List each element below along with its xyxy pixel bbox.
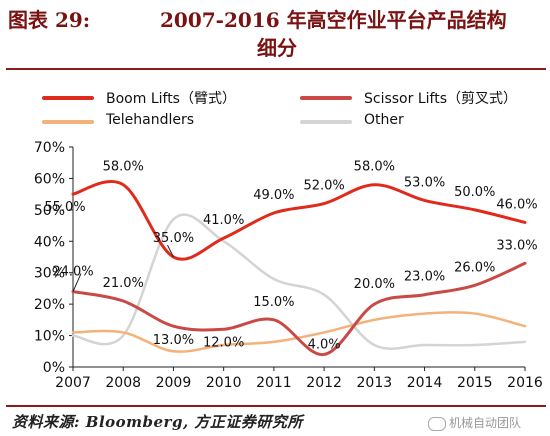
legend-swatch-other	[300, 120, 352, 124]
x-tick-label: 2014	[407, 375, 443, 391]
source-note: 资料来源: Bloomberg, 方正证券研究所	[12, 413, 303, 431]
y-tick-label: 40%	[34, 234, 65, 250]
data-label-scissor-lifts: 21.0%	[103, 276, 144, 291]
chart-title: 2007-2016 年高空作业平台产品结构	[160, 8, 507, 32]
legend-item-boom-lifts: Boom Lifts（臂式）	[42, 87, 282, 109]
top-divider	[6, 68, 546, 70]
y-tick-label: 60%	[34, 171, 65, 187]
y-tick-label: 0%	[43, 360, 65, 376]
leader-line-2007	[72, 273, 82, 292]
data-label-scissor-lifts: 15.0%	[253, 295, 294, 310]
legend-item-other: Other	[300, 111, 500, 133]
watermark: 机械自动团队	[428, 414, 521, 431]
data-label-boom-lifts: 50.0%	[454, 185, 495, 200]
series-line-boom	[71, 180, 527, 261]
data-label-boom-lifts: 53.0%	[404, 175, 445, 190]
x-tick-label: 2013	[357, 375, 393, 391]
x-tick-label: 2007	[55, 375, 91, 391]
y-tick-label: 10%	[34, 329, 65, 345]
data-label-scissor-lifts: 26.0%	[454, 260, 495, 275]
bottom-divider	[6, 405, 546, 407]
legend-label-telehandlers: Telehandlers	[106, 112, 195, 128]
x-tick-label: 2016	[507, 375, 543, 391]
leader-line-2009	[166, 244, 174, 258]
data-label-boom-lifts: 58.0%	[103, 160, 144, 175]
chart-title-continued: 细分	[257, 36, 297, 60]
legend-label-other: Other	[364, 112, 404, 128]
y-tick-label: 50%	[34, 203, 65, 219]
data-label-scissor-lifts: 24.0%	[52, 265, 93, 280]
legend-item-telehandlers: Telehandlers	[42, 111, 282, 133]
data-label-boom-lifts: 55.0%	[44, 200, 85, 215]
legend-swatch-telehandlers	[42, 120, 94, 124]
data-label-boom-lifts: 52.0%	[303, 179, 344, 194]
data-label-scissor-lifts: 20.0%	[354, 277, 395, 292]
legend-item-scissor-lifts: Scissor Lifts（剪叉式）	[300, 87, 545, 109]
x-tick-label: 2012	[306, 375, 342, 391]
figure-label: 图表 29:	[8, 8, 91, 32]
y-tick-label: 30%	[34, 266, 65, 282]
legend-swatch-boom-lifts	[42, 96, 94, 100]
y-tick-label: 20%	[34, 297, 65, 313]
data-label-scissor-lifts: 4.0%	[308, 337, 341, 352]
data-label-boom-lifts: 41.0%	[203, 213, 244, 228]
data-label-scissor-lifts: 33.0%	[496, 238, 537, 253]
watermark-text: 机械自动团队	[449, 416, 522, 430]
series-line-scissor	[71, 261, 527, 356]
x-tick-label: 2015	[457, 375, 493, 391]
data-label-scissor-lifts: 23.0%	[404, 270, 445, 285]
x-tick-label: 2010	[206, 375, 242, 391]
x-tick-label: 2008	[105, 375, 141, 391]
y-tick-label: 70%	[34, 140, 65, 156]
legend-label-boom-lifts: Boom Lifts（臂式）	[106, 91, 236, 107]
data-label-boom-lifts: 35.0%	[153, 231, 194, 246]
data-label-scissor-lifts: 13.0%	[153, 333, 194, 348]
wechat-icon	[428, 416, 446, 431]
legend-label-scissor-lifts: Scissor Lifts（剪叉式）	[364, 91, 517, 107]
data-label-scissor-lifts: 12.0%	[203, 335, 244, 350]
data-label-boom-lifts: 46.0%	[496, 197, 537, 212]
legend-swatch-scissor-lifts	[300, 96, 352, 100]
data-label-boom-lifts: 49.0%	[253, 188, 294, 203]
x-tick-label: 2011	[256, 375, 292, 391]
data-label-boom-lifts: 58.0%	[354, 160, 395, 175]
series-line-other	[71, 213, 527, 350]
x-tick-label: 2009	[156, 375, 192, 391]
